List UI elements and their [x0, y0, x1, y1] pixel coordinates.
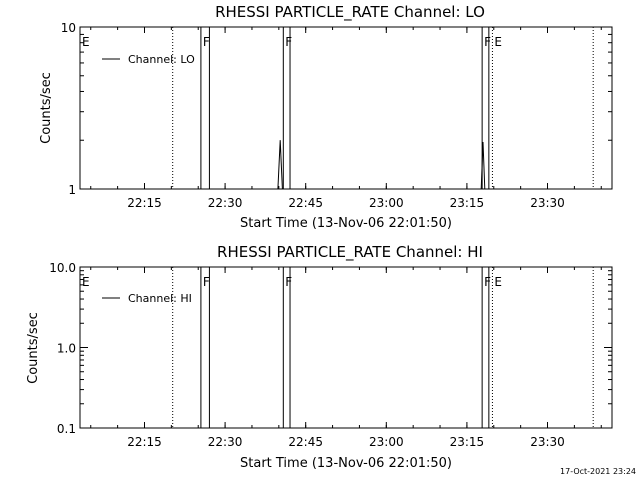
x-tick-label: 22:15: [127, 435, 162, 449]
x-tick-label: 22:30: [208, 196, 243, 210]
panel-lo: RHESSI PARTICLE_RATE Channel: LO Counts/…: [39, 3, 613, 231]
y-axis-label: Counts/sec: [39, 72, 54, 144]
plot-frame: [79, 26, 613, 190]
x-tick-label: 22:15: [127, 196, 162, 210]
y-axis-label: Counts/sec: [26, 312, 41, 384]
x-tick-label: 22:45: [288, 435, 323, 449]
x-tick-label: 23:00: [369, 196, 404, 210]
legend-label: Channel: LO: [128, 53, 195, 66]
y-tick-label: 10: [61, 21, 76, 35]
flag-label: F: [203, 275, 210, 289]
chart-title: RHESSI PARTICLE_RATE Channel: HI: [217, 243, 483, 262]
flag-label: E: [82, 35, 90, 49]
series-line: [480, 141, 486, 190]
flag-label: F: [285, 35, 292, 49]
footer-timestamp: 17-Oct-2021 23:24: [560, 467, 636, 476]
x-axis-label: Start Time (13-Nov-06 22:01:50): [240, 456, 452, 471]
legend: Channel: LO: [102, 53, 195, 66]
x-tick-label: 23:00: [369, 435, 404, 449]
x-tick-label: 22:30: [208, 435, 243, 449]
flag-label: F: [484, 35, 491, 49]
series-line: [277, 140, 283, 190]
legend: Channel: HI: [102, 292, 192, 305]
y-tick-label: 10.0: [49, 261, 76, 275]
x-tick-label: 23:30: [530, 196, 565, 210]
flag-label: E: [494, 35, 502, 49]
x-tick-label: 23:30: [530, 435, 565, 449]
flag-label: E: [494, 275, 502, 289]
legend-label: Channel: HI: [128, 292, 192, 305]
x-tick-label: 23:15: [450, 196, 485, 210]
flag-label: E: [82, 275, 90, 289]
y-tick-label: 1.0: [57, 342, 76, 356]
x-tick-label: 22:45: [288, 196, 323, 210]
flag-label: F: [484, 275, 491, 289]
x-tick-label: 23:15: [450, 435, 485, 449]
x-axis-label: Start Time (13-Nov-06 22:01:50): [240, 216, 452, 231]
chart-title: RHESSI PARTICLE_RATE Channel: LO: [215, 3, 485, 22]
flag-label: F: [203, 35, 210, 49]
y-tick-label: 1: [68, 183, 76, 197]
y-tick-label: 0.1: [57, 422, 76, 436]
flag-label: F: [285, 275, 292, 289]
plot-area: 22:15 22:30 22:45 23:00 23:15 23:30 0.1 1.0 10.0…: [49, 261, 613, 449]
panel-hi: RHESSI PARTICLE_RATE Channel: HI Counts/…: [26, 243, 613, 471]
